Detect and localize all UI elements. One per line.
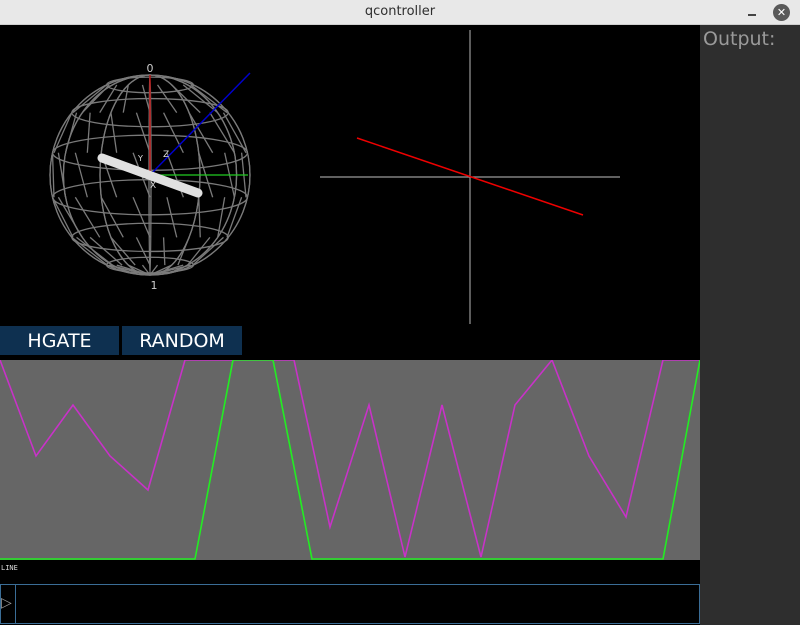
x-axis-bar xyxy=(97,153,203,198)
sphere-mesh-edge xyxy=(217,197,226,238)
sphere-mesh-edge xyxy=(188,112,214,154)
scope-magenta-trace xyxy=(0,360,700,558)
sphere-mesh-edge xyxy=(141,264,151,276)
scope-caption: LINE xyxy=(1,564,18,572)
sphere-mesh-edge xyxy=(156,84,178,114)
prompt-area: ▷ xyxy=(1,585,16,623)
output-panel: Output: xyxy=(700,25,800,625)
sphere-mesh-edge xyxy=(128,264,151,276)
state-vector-line xyxy=(149,72,251,176)
sphere-mesh-edge xyxy=(53,112,73,154)
sphere-mesh-edge xyxy=(162,112,184,154)
sphere-mesh-edge xyxy=(74,152,88,198)
phase-vector-line xyxy=(356,137,584,216)
sphere-mesh-edge xyxy=(71,236,108,266)
console-input[interactable] xyxy=(17,586,697,622)
sphere-mesh-edge xyxy=(226,197,243,238)
sphere-mesh-edge xyxy=(171,84,201,114)
sphere-mesh-edge xyxy=(149,264,159,276)
sphere-mesh-edge xyxy=(222,112,247,154)
hgate-button[interactable]: HGATE xyxy=(0,326,119,355)
sphere-mesh-edge xyxy=(141,84,151,113)
sphere-mesh-edge xyxy=(149,264,191,276)
sphere-mesh-edge xyxy=(99,84,118,113)
sphere-mesh-edge xyxy=(89,236,123,266)
prompt-arrow-icon: ▷ xyxy=(1,595,12,611)
minimize-icon[interactable] xyxy=(742,3,762,21)
sphere-mesh-edge xyxy=(76,236,113,266)
sphere-mesh-edge xyxy=(51,196,74,238)
sphere-mesh-edge xyxy=(166,197,178,238)
scope-display xyxy=(0,360,700,560)
sphere-mesh-edge xyxy=(64,112,78,153)
console-bar: ▷ xyxy=(0,584,700,624)
axis-z-label: Z xyxy=(163,150,169,160)
sphere-mesh-edge xyxy=(177,237,190,266)
bloch-sphere[interactable]: 0 1 Z X Y xyxy=(0,25,310,325)
scope-green-trace xyxy=(0,360,700,560)
sphere-mesh-edge xyxy=(110,236,136,266)
axis-y-label: Y xyxy=(137,154,143,163)
sphere-mesh-edge xyxy=(116,264,151,276)
main-area: 0 1 Z X Y HGATE RANDOM LINE ▷ xyxy=(0,25,700,625)
sphere-mesh-edge xyxy=(132,196,151,238)
sphere-mesh-edge xyxy=(198,197,201,238)
axis-x-label: X xyxy=(150,181,156,191)
sphere-mesh-edge xyxy=(86,112,91,153)
sphere-mesh-edge xyxy=(51,152,55,198)
sphere-mesh-edge xyxy=(135,237,151,266)
title-bar: qcontroller ✕ xyxy=(0,0,800,25)
scope-background xyxy=(0,360,700,560)
sphere-mesh-edge xyxy=(57,152,67,198)
sphere-mesh-edge xyxy=(110,112,118,153)
sphere-mesh-edge xyxy=(187,236,211,266)
sphere-mesh-edge xyxy=(209,112,235,154)
phase-plot xyxy=(320,30,620,324)
sphere-mesh-edge xyxy=(182,84,219,114)
sphere-top-label: 0 xyxy=(147,62,154,75)
sphere-mesh-edge xyxy=(100,196,124,238)
sphere-bottom-label: 1 xyxy=(151,279,158,292)
sphere-mesh-edge xyxy=(57,196,83,238)
sphere-mesh-edge xyxy=(192,236,224,266)
sphere-mesh-edge xyxy=(74,196,101,238)
sphere-mesh-edge xyxy=(81,84,110,114)
window-title: qcontroller xyxy=(364,4,436,19)
random-button[interactable]: RANDOM xyxy=(122,326,242,355)
output-label: Output: xyxy=(703,28,776,50)
close-icon[interactable]: ✕ xyxy=(773,4,790,21)
sphere-mesh-edge xyxy=(135,112,151,153)
sphere-mesh-edge xyxy=(72,84,108,114)
sphere-mesh-edge xyxy=(162,237,166,266)
sphere-mesh-edge xyxy=(122,84,129,113)
sphere-mesh-edge xyxy=(190,84,228,114)
